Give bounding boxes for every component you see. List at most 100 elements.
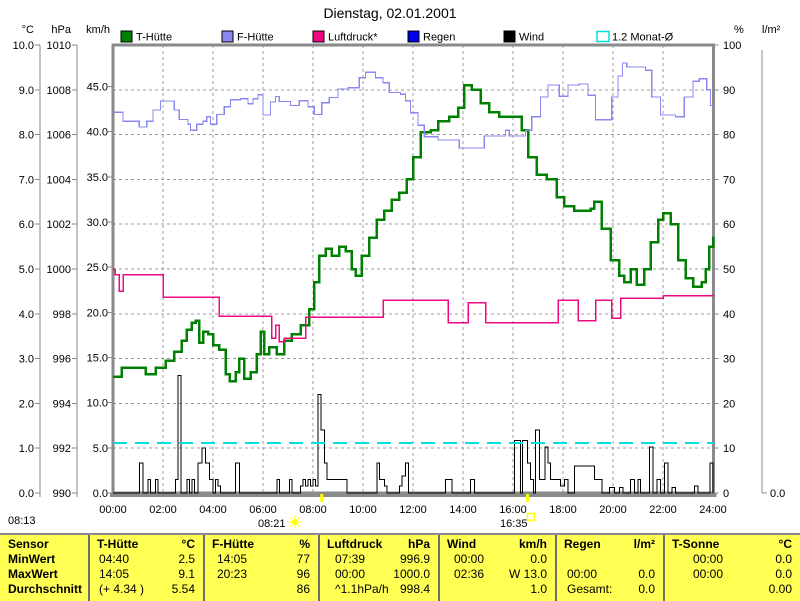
- temperature-curve: [113, 84, 715, 383]
- stats-table: Sensor MinWert MaxWert Durchschnitt T-Hütte °…: [0, 533, 800, 601]
- legend-swatch-icon: [503, 30, 516, 43]
- legend-item: T-Hütte: [120, 30, 172, 44]
- axis-tick-label: 996: [53, 354, 71, 366]
- legend-swatch-icon: [312, 30, 325, 43]
- x-axis-label: 24:00: [699, 504, 727, 516]
- axis-tick-label: 90: [723, 85, 735, 97]
- table-group-Luftdruck: Luftdruck hPa 07:39 996.9 00:00 1000.0 ^1.1hPa…: [318, 535, 438, 601]
- axis-tick-label: 0: [723, 488, 729, 500]
- x-axis-label: 22:00: [649, 504, 677, 516]
- table-value-cell: 9.1: [178, 567, 195, 581]
- humidity-curve: [113, 62, 714, 149]
- axis-tick-label: 6.0: [19, 219, 34, 231]
- legend-item: F-Hütte: [221, 30, 274, 44]
- x-axis-label: 20:00: [599, 504, 627, 516]
- legend-item: Regen: [407, 30, 455, 44]
- table-group-F-Hütte: F-Hütte% 14:05 77 20:23 96 86: [203, 535, 318, 601]
- table-time-cell: 00:00: [693, 552, 724, 566]
- table-group-name: T-Hütte: [97, 537, 139, 551]
- table-time-cell: 00:00: [335, 567, 366, 581]
- table-group-name: F-Hütte: [212, 537, 254, 551]
- table-time-cell: ^1.1hPa/h: [335, 582, 389, 596]
- axis-tick-label: 5.0: [19, 264, 34, 276]
- unit-label-percent: %: [734, 24, 744, 36]
- axis-tick-label: 1008: [47, 85, 71, 97]
- axis-tick-label: 990: [53, 488, 71, 500]
- axis-tick-label: 9.0: [19, 85, 34, 97]
- table-row-label: Durchschnitt: [8, 582, 83, 596]
- table-value-cell: 0.0: [775, 552, 792, 566]
- x-axis-label: 08:00: [299, 504, 327, 516]
- axis-tick-label: 1000: [47, 264, 71, 276]
- table-value-cell: 0.00: [768, 582, 792, 596]
- legend-label: Wind: [519, 32, 544, 44]
- axis-tick-label: 50: [723, 264, 735, 276]
- sunset-square-icon: [526, 512, 536, 522]
- legend-label: 1.2 Monat-Ø: [612, 32, 674, 44]
- table-sensor-column: Sensor MinWert MaxWert Durchschnitt: [0, 535, 88, 601]
- axis-tick-label: 0.0: [19, 488, 34, 500]
- table-value-cell: 5.54: [171, 582, 195, 596]
- wind-curve: [113, 375, 714, 494]
- table-value-cell: 0.0: [530, 552, 547, 566]
- table-group-unit: °C: [181, 537, 195, 551]
- table-row-label: MinWert: [8, 552, 56, 566]
- axis-tick-label: 10.0: [87, 398, 108, 410]
- table-group-name: Wind: [447, 537, 477, 551]
- table-value-cell: 86: [296, 582, 310, 596]
- table-value-cell: W 13.0: [508, 567, 547, 581]
- axis-tick-label: 1002: [47, 219, 71, 231]
- legend-swatch-icon: [120, 30, 133, 43]
- x-axis-label: 14:00: [449, 504, 477, 516]
- table-group-T-Sonne: T-Sonne °C 00:00 0.0 00:00 0.0 0.00: [663, 535, 800, 601]
- data-series: [113, 62, 715, 494]
- axis-tick-label: 5.0: [93, 443, 108, 455]
- table-group-T-Hütte: T-Hütte °C 04:40 2.5 14:05 9.1 (+ 4.34 ) 5.54: [88, 535, 203, 601]
- axes: 10.09.08.07.06.05.04.03.02.01.00.0101010…: [13, 40, 786, 516]
- table-group-Wind: Wind km/h 00:00 0.0 02:36 W 13.0 1.0: [438, 535, 555, 601]
- axis-tick-label: 35.0: [87, 172, 108, 184]
- sunset-time-label: 16:35: [500, 518, 528, 530]
- table-group-unit: km/h: [518, 537, 547, 551]
- x-axis-label: 16:00: [499, 504, 527, 516]
- axis-tick-label: 3.0: [19, 354, 34, 366]
- table-group-name: Regen: [564, 537, 601, 551]
- x-axis-label: 04:00: [199, 504, 227, 516]
- table-value-cell: 96: [296, 567, 310, 581]
- axis-tick-label: 10.0: [13, 40, 34, 52]
- table-row-label: MaxWert: [8, 567, 58, 581]
- x-axis-label: 18:00: [549, 504, 577, 516]
- axis-tick-label: 0.0: [770, 488, 785, 500]
- table-time-cell: (+ 4.34 ): [99, 582, 145, 596]
- axis-tick-label: 15.0: [87, 353, 108, 365]
- axis-tick-label: 998: [53, 309, 71, 321]
- unit-label-hpa: hPa: [51, 24, 71, 36]
- table-value-cell: 0.0: [638, 582, 655, 596]
- table-time-cell: 20:23: [217, 567, 248, 581]
- axis-tick-label: 40: [723, 309, 735, 321]
- sunset-axis-tick: [526, 494, 530, 502]
- table-group-Regen: Regen l/m² 00:00 0.0 Gesamt: 0.0: [555, 535, 663, 601]
- unit-label-lm2: l/m²: [762, 24, 781, 36]
- table-value-cell: 996.9: [399, 552, 430, 566]
- page-title: Dienstag, 02.01.2001: [323, 5, 456, 21]
- legend-swatch-icon: [407, 30, 420, 43]
- axis-tick-label: 7.0: [19, 174, 34, 186]
- x-axis-label: 12:00: [399, 504, 427, 516]
- axis-tick-label: 30.0: [87, 217, 108, 229]
- axis-tick-label: 25.0: [87, 262, 108, 274]
- legend-label: Luftdruck*: [328, 32, 378, 44]
- table-group-name: Luftdruck: [327, 537, 383, 551]
- legend-item: Wind: [503, 30, 544, 44]
- table-value-cell: 2.5: [178, 552, 195, 566]
- axis-tick-label: 100: [723, 40, 741, 52]
- legend-open-swatch-icon: [596, 30, 610, 43]
- axis-tick-label: 80: [723, 130, 735, 142]
- axis-tick-label: 10: [723, 443, 735, 455]
- legend-item: 1.2 Monat-Ø: [596, 30, 674, 44]
- axis-tick-label: 992: [53, 443, 71, 455]
- legend-label: T-Hütte: [136, 32, 172, 44]
- table-group-name: T-Sonne: [672, 537, 720, 551]
- sunrise-axis-tick: [320, 494, 324, 502]
